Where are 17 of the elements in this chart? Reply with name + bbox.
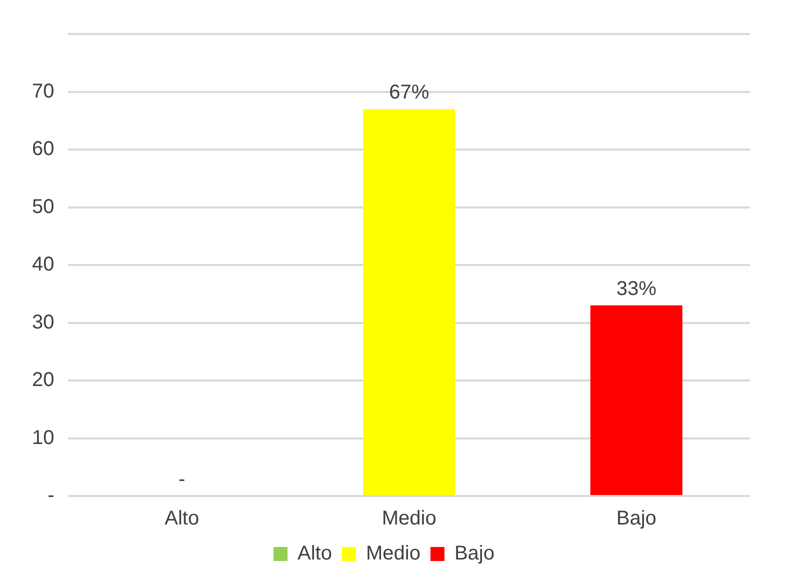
y-tick-label: 70 xyxy=(32,80,54,102)
y-tick-label: 50 xyxy=(32,196,54,218)
legend-label: Medio xyxy=(366,542,420,565)
y-tick-label: 60 xyxy=(32,138,54,160)
x-tick-label: Medio xyxy=(382,508,436,530)
legend-label: Bajo xyxy=(454,542,494,565)
y-tick-label: 40 xyxy=(32,254,54,276)
x-tick-label: Alto xyxy=(164,508,200,530)
y-tick-label: 10 xyxy=(32,426,54,449)
x-tick-label: Bajo xyxy=(616,508,656,530)
legend-label: Alto xyxy=(298,542,332,565)
data-label: - xyxy=(178,468,186,491)
data-label: 67% xyxy=(389,82,430,104)
y-tick-label: - xyxy=(48,484,54,507)
data-label: 33% xyxy=(616,278,657,300)
y-tick-label: 20 xyxy=(32,369,54,392)
y-tick-label: 30 xyxy=(32,311,54,334)
